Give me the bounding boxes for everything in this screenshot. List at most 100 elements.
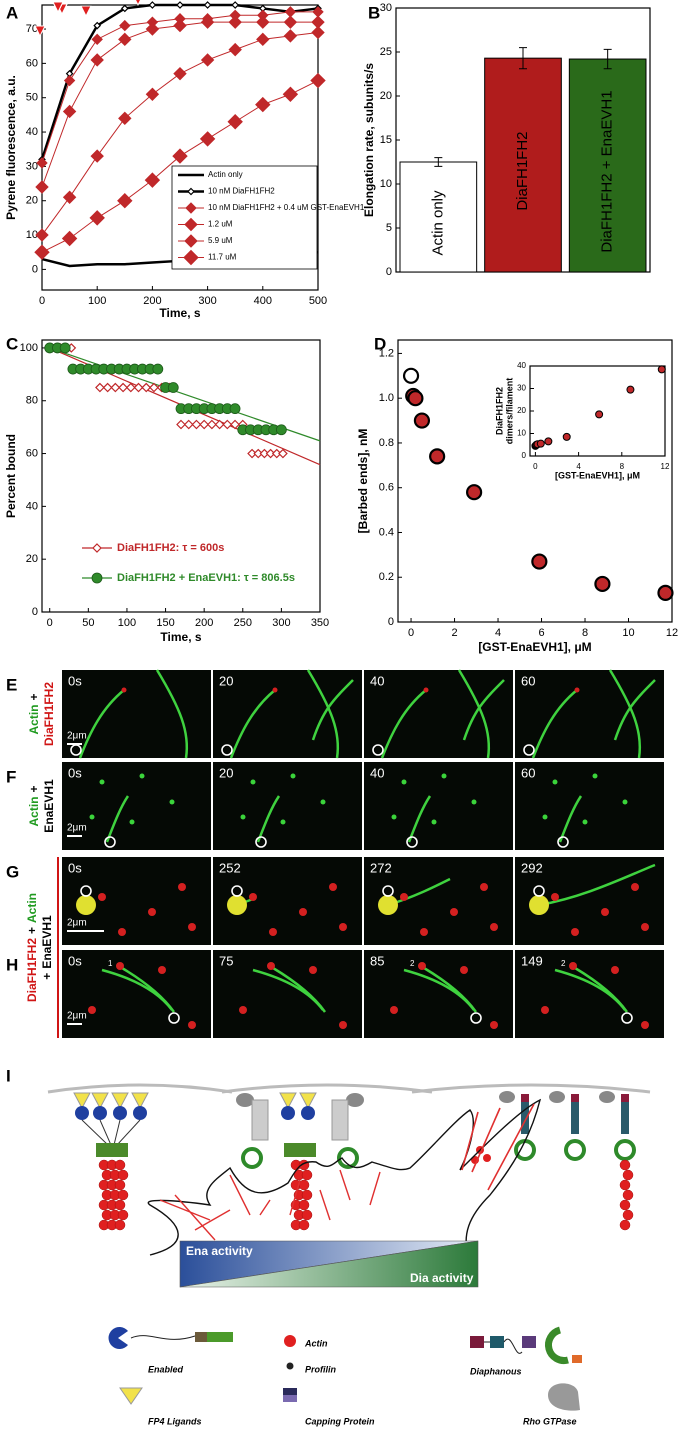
y-tick-label: 5	[386, 222, 392, 234]
bar	[399, 161, 478, 273]
x-tick-label: 6	[538, 627, 544, 639]
filament	[229, 689, 276, 759]
marker	[118, 111, 132, 126]
filament	[380, 689, 427, 759]
y-tick-label: 10	[380, 178, 392, 190]
filament	[462, 679, 505, 741]
actin-filament	[114, 1159, 126, 1171]
y-tick-label: 0.4	[379, 526, 394, 538]
y-tick-label: 10	[517, 429, 526, 438]
filament	[101, 968, 173, 1011]
spot	[121, 687, 127, 693]
membrane	[221, 1083, 433, 1094]
micrograph-bg	[364, 762, 513, 850]
row-label-part: +	[27, 693, 41, 700]
dia	[521, 1094, 529, 1134]
row-label-part: +	[25, 927, 39, 934]
arrow-number: 2	[410, 959, 415, 968]
bar-label: DiaFH1FH2 + EnaEVH1	[599, 90, 616, 252]
marker	[91, 33, 103, 46]
blob	[529, 895, 549, 915]
spot	[541, 1006, 549, 1014]
spot	[178, 883, 186, 891]
marker	[183, 419, 194, 430]
spot	[299, 908, 307, 916]
icon-dia	[490, 1336, 504, 1348]
row-label-part: EnaEVH1	[40, 915, 54, 969]
marker	[173, 18, 187, 33]
y-axis-label: [Barbed ends], nM	[356, 429, 370, 534]
start-circle	[523, 744, 535, 756]
row-label-part: +	[40, 973, 54, 980]
x-axis-label: Time, s	[159, 306, 200, 320]
start-circle	[372, 744, 384, 756]
spot	[158, 966, 166, 974]
micrograph: 252	[213, 857, 362, 945]
x-tick-label: 0	[47, 617, 53, 629]
row-label: DiaFH1FH2 + Actin	[25, 893, 39, 1002]
marker	[59, 342, 71, 354]
rho	[599, 1091, 615, 1103]
marker	[466, 484, 483, 501]
legend-label: 5.9 uM	[208, 236, 233, 245]
x-tick-label: 400	[254, 295, 272, 307]
marker	[35, 228, 49, 242]
y-axis-label: Percent bound	[4, 434, 18, 518]
legend-label: Capping Protein	[305, 1416, 375, 1426]
arrowhead	[80, 5, 92, 18]
spot	[551, 893, 559, 901]
y-tick-label: 30	[26, 160, 38, 172]
time-label: 40	[370, 765, 384, 780]
spot	[99, 779, 105, 785]
spot	[641, 923, 649, 931]
rho	[346, 1093, 364, 1107]
filament	[554, 968, 626, 1011]
marker	[402, 367, 420, 384]
marker	[429, 448, 446, 465]
spot	[329, 883, 337, 891]
micrograph-bg	[364, 950, 513, 1038]
scale-label: 2μm	[67, 731, 87, 742]
micrograph: 149 2	[515, 950, 664, 1038]
start-circle	[557, 836, 569, 848]
row-label-part: DiaFH1FH2	[25, 938, 39, 1002]
panel-label: B	[368, 3, 380, 22]
y-tick-label: 30	[380, 2, 392, 14]
legend-box	[171, 165, 318, 270]
legend-label: Rho GTPase	[523, 1416, 577, 1426]
spot	[139, 773, 145, 779]
x-tick-label: 10	[622, 627, 634, 639]
icon-profilin	[286, 1362, 294, 1370]
time-label: 85	[370, 953, 384, 968]
gradient-label: Ena activity	[186, 1244, 253, 1258]
time-label: 60	[521, 765, 535, 780]
time-label: 40	[370, 673, 384, 688]
marker	[34, 244, 50, 260]
spot	[571, 928, 579, 936]
fh2-ring	[337, 1147, 359, 1169]
icon-capping	[283, 1395, 297, 1402]
row-label-part: Actin	[25, 893, 39, 923]
filament	[403, 968, 475, 1011]
actin-filament	[114, 1219, 126, 1231]
start-circle	[221, 744, 233, 756]
actin-bundle	[194, 1209, 231, 1231]
enabled	[301, 1106, 315, 1120]
actin-filament	[301, 1169, 313, 1181]
marker	[407, 390, 424, 407]
arrowhead	[34, 25, 46, 38]
icon-enabled-box	[195, 1332, 207, 1342]
icon-capping	[283, 1388, 297, 1395]
panel-label: E	[6, 675, 17, 694]
y-tick-label: 40	[517, 361, 526, 370]
start-circle	[406, 836, 418, 848]
spot	[309, 966, 317, 974]
actin-filament	[117, 1189, 129, 1201]
micrograph-bg	[213, 762, 362, 850]
linker	[116, 1119, 141, 1146]
spot	[169, 799, 175, 805]
y-tick-label: 0.2	[379, 571, 394, 583]
time-label: 0s	[68, 953, 82, 968]
y-tick-label: 0.8	[379, 437, 394, 449]
spot	[641, 1021, 649, 1029]
